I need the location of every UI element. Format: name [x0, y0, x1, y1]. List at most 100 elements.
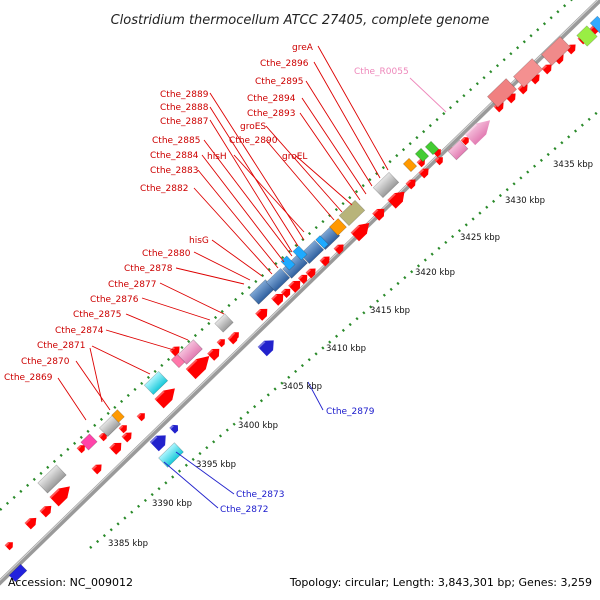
gene-label[interactable]: Cthe_2870: [21, 357, 70, 367]
gene-feature[interactable]: [80, 433, 98, 451]
gene-feature[interactable]: [214, 313, 234, 333]
cds-arrow[interactable]: [109, 439, 125, 455]
cds-arrow[interactable]: [216, 337, 228, 348]
cds-arrow[interactable]: [405, 177, 419, 190]
gene-label[interactable]: Cthe_2872: [220, 505, 268, 515]
accession-text: Accession: NC_009012: [8, 576, 133, 589]
cds-arrow[interactable]: [136, 411, 148, 422]
gene-feature[interactable]: [414, 147, 430, 163]
gene-label[interactable]: Cthe_2888: [160, 103, 209, 113]
gene-label[interactable]: Cthe_2883: [150, 166, 198, 176]
gene-labels-lower: Cthe_2879 Cthe_2873 Cthe_2872 Cthe_R0055: [220, 67, 409, 515]
gene-label[interactable]: Cthe_2869: [4, 373, 53, 383]
cds-arrow[interactable]: [350, 219, 374, 242]
gene-feature[interactable]: [8, 563, 28, 583]
gene-label[interactable]: greA: [292, 43, 314, 53]
gene-label[interactable]: Cthe_2890: [229, 136, 278, 146]
cds-arrow[interactable]: [154, 384, 180, 409]
cds-arrow[interactable]: [297, 272, 310, 285]
gene-feature[interactable]: [158, 442, 184, 468]
cds-arrow[interactable]: [257, 336, 279, 357]
cds-arrow[interactable]: [39, 503, 55, 518]
gene-feature[interactable]: [338, 199, 366, 227]
gene-label[interactable]: Cthe_2878: [124, 264, 173, 274]
rna-feature[interactable]: [464, 115, 496, 146]
gene-feature[interactable]: [402, 157, 418, 173]
gene-label[interactable]: Cthe_2887: [160, 117, 208, 127]
gene-label[interactable]: groEL: [282, 152, 307, 162]
cds-arrow[interactable]: [91, 462, 105, 475]
gene-feature[interactable]: [487, 78, 517, 108]
cds-arrow[interactable]: [4, 540, 16, 551]
cds-arrow[interactable]: [288, 277, 304, 293]
gene-feature[interactable]: [329, 218, 347, 236]
cds-arrow[interactable]: [207, 345, 223, 361]
gene-feature[interactable]: [315, 235, 329, 249]
cds-arrow[interactable]: [319, 254, 333, 267]
gene-label[interactable]: hisG: [189, 236, 209, 246]
gene-label[interactable]: Cthe_2885: [152, 136, 200, 146]
map-title: Clostridium thermocellum ATCC 27405, com…: [111, 13, 490, 28]
gene-label[interactable]: Cthe_2894: [247, 94, 296, 104]
cds-arrow[interactable]: [121, 430, 135, 443]
gene-feature[interactable]: [372, 171, 400, 199]
gene-label[interactable]: Cthe_2877: [108, 280, 156, 290]
cds-arrow[interactable]: [541, 62, 555, 75]
cds-arrow[interactable]: [118, 423, 130, 434]
gene-feature[interactable]: [513, 58, 543, 88]
cds-arrow[interactable]: [372, 205, 388, 221]
gene-label[interactable]: Cthe_2882: [140, 184, 188, 194]
cds-arrow[interactable]: [418, 166, 432, 179]
cds-arrow[interactable]: [255, 305, 271, 321]
gene-feature[interactable]: [111, 409, 125, 423]
gene-feature[interactable]: [576, 25, 598, 47]
cds-arrow[interactable]: [434, 155, 446, 166]
gene-label[interactable]: Cthe_2875: [73, 310, 121, 320]
cds-arrow[interactable]: [517, 82, 531, 95]
cds-arrow[interactable]: [305, 266, 319, 279]
gene-label[interactable]: Cthe_2896: [260, 59, 309, 69]
gene-label[interactable]: hisH: [207, 152, 227, 162]
tick-label: 3415 kbp: [370, 306, 410, 316]
cds-arrow[interactable]: [24, 515, 40, 530]
gene-feature[interactable]: [37, 464, 67, 494]
cds-arrow[interactable]: [271, 290, 287, 306]
gene-label[interactable]: Cthe_2874: [55, 326, 104, 336]
cds-arrow[interactable]: [387, 187, 408, 209]
cds-arrow[interactable]: [76, 443, 88, 454]
gene-label[interactable]: Cthe_2889: [160, 90, 209, 100]
gene-feature[interactable]: [280, 255, 296, 271]
cds-arrow[interactable]: [98, 431, 110, 442]
cds-arrow[interactable]: [169, 422, 180, 434]
gene-label[interactable]: Cthe_2893: [247, 109, 295, 119]
cds-arrow[interactable]: [149, 431, 171, 452]
gene-feature[interactable]: [170, 353, 186, 369]
rna-label[interactable]: Cthe_R0055: [354, 67, 409, 77]
gene-label[interactable]: groES: [240, 122, 266, 132]
gene-feature[interactable]: [143, 370, 169, 396]
gene-label[interactable]: Cthe_2879: [326, 407, 375, 417]
cds-arrow[interactable]: [49, 482, 75, 507]
cds-arrow[interactable]: [185, 351, 214, 380]
gene-feature[interactable]: [447, 139, 469, 161]
gene-label[interactable]: Cthe_2876: [90, 295, 139, 305]
upper-dot-guide: [0, 0, 573, 511]
gene-feature[interactable]: [299, 239, 325, 265]
gene-label[interactable]: Cthe_2880: [142, 249, 191, 259]
gene-label[interactable]: Cthe_2873: [236, 490, 284, 500]
cds-arrow[interactable]: [460, 135, 472, 146]
gene-feature[interactable]: [292, 245, 308, 261]
tick-label: 3395 kbp: [196, 460, 236, 470]
gene-feature[interactable]: [424, 140, 440, 156]
cds-arrow[interactable]: [230, 330, 242, 341]
gene-feature[interactable]: [541, 36, 571, 66]
cds-arrow[interactable]: [280, 286, 293, 299]
gene-feature[interactable]: [589, 15, 600, 35]
cds-arrow[interactable]: [333, 242, 347, 255]
gene-label[interactable]: Cthe_2895: [255, 77, 303, 87]
gene-label[interactable]: Cthe_2871: [37, 341, 85, 351]
gene-label[interactable]: Cthe_2884: [150, 151, 199, 161]
tick-label: 3400 kbp: [238, 421, 278, 431]
gene-feature[interactable]: [265, 267, 291, 293]
